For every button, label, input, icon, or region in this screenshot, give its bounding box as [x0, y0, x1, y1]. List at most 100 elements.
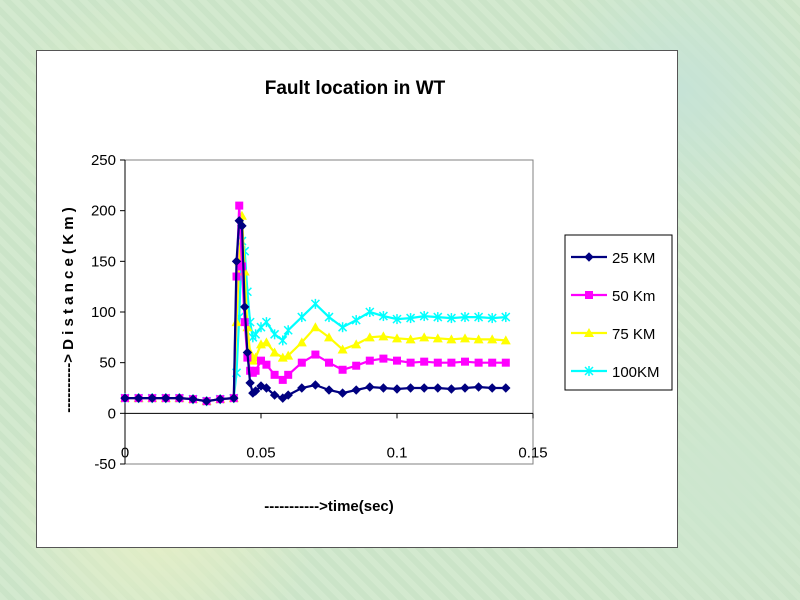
data-point-25-km — [337, 388, 348, 398]
y-tick-label: 100 — [91, 304, 116, 321]
data-point-25-km — [419, 383, 429, 393]
data-point-50-km — [501, 358, 510, 367]
x-tick-label: 0.1 — [387, 444, 408, 461]
data-point-75-km — [261, 337, 272, 347]
data-point-25-km — [365, 382, 375, 392]
data-point-100km — [338, 322, 348, 333]
data-point-50-km — [474, 358, 483, 367]
data-point-100km — [460, 312, 470, 323]
data-point-100km — [446, 313, 456, 324]
data-point-25-km — [250, 386, 261, 396]
line-chart: Fault location in WT 250200150100500-50 … — [60, 78, 673, 515]
data-point-25-km — [120, 393, 130, 403]
data-point-50-km — [461, 357, 469, 366]
y-tick-label: 50 — [99, 355, 116, 372]
data-point-25-km — [392, 384, 402, 394]
legend-item-50-km: 50 Km — [571, 288, 655, 305]
x-tick-label: 0.15 — [518, 444, 547, 461]
legend-marker — [584, 252, 594, 262]
data-point-25-km — [351, 385, 361, 395]
y-tick-label: 150 — [91, 253, 116, 270]
data-point-100km — [351, 315, 361, 326]
data-point-25-km — [174, 393, 185, 403]
data-point-100km — [501, 312, 511, 323]
data-point-25-km — [133, 393, 144, 403]
legend-label: 25 KM — [612, 250, 655, 267]
data-point-50-km — [235, 201, 244, 210]
data-point-100km — [406, 313, 416, 324]
data-point-25-km — [188, 394, 198, 404]
data-point-100km — [474, 312, 484, 323]
data-point-25-km — [405, 383, 416, 393]
data-point-75-km — [378, 331, 389, 341]
data-point-25-km — [237, 221, 247, 231]
x-tick-label: 0.05 — [246, 444, 275, 461]
data-point-25-km — [229, 393, 239, 403]
data-point-25-km — [147, 393, 157, 403]
legend-label: 75 KM — [612, 326, 655, 343]
legend-item-25-km: 25 KM — [571, 250, 655, 267]
data-point-50-km — [325, 358, 333, 367]
data-point-100km — [270, 329, 280, 340]
y-tick-label: 0 — [108, 405, 116, 422]
data-point-50-km — [311, 350, 320, 359]
data-point-100km — [365, 307, 375, 317]
series-25-km — [120, 216, 511, 406]
data-point-25-km — [487, 383, 497, 393]
data-point-50-km — [270, 370, 279, 379]
data-point-75-km — [283, 350, 294, 360]
data-point-75-km — [419, 332, 430, 342]
data-point-50-km — [406, 358, 415, 367]
data-point-100km — [297, 312, 307, 323]
data-point-50-km — [433, 358, 442, 367]
data-point-50-km — [262, 360, 271, 369]
data-point-25-km — [378, 383, 389, 393]
data-point-50-km — [297, 358, 306, 367]
data-point-25-km — [215, 394, 225, 404]
y-tick-label: 200 — [91, 203, 116, 220]
data-point-75-km — [296, 337, 307, 347]
data-point-100km — [419, 311, 429, 322]
data-point-75-km — [473, 334, 484, 344]
data-point-75-km — [392, 333, 402, 343]
data-point-100km — [324, 312, 334, 323]
legend-item-75-km: 75 KM — [571, 326, 655, 343]
data-point-25-km — [245, 378, 255, 388]
data-point-100km — [278, 335, 288, 346]
legend-box — [564, 234, 673, 391]
chart-frame: Fault location in WT 250 200 150 100 50 0 -50 … — [36, 50, 678, 548]
data-point-75-km — [351, 339, 362, 349]
data-point-100km — [251, 329, 261, 340]
data-point-25-km — [269, 390, 280, 400]
data-point-25-km — [324, 385, 334, 395]
data-point-50-km — [393, 356, 401, 365]
chart-title: Fault location in WT — [265, 78, 446, 99]
data-point-25-km — [201, 396, 212, 406]
data-point-25-km — [446, 384, 457, 394]
data-point-75-km — [310, 322, 321, 332]
legend-marker — [584, 328, 594, 337]
data-point-75-km — [432, 333, 443, 343]
data-point-100km — [433, 312, 443, 323]
legend-label: 50 Km — [612, 288, 655, 305]
data-point-25-km — [460, 383, 470, 393]
y-tick-label: -50 — [94, 456, 116, 473]
data-point-50-km — [420, 357, 429, 366]
data-point-75-km — [269, 347, 280, 357]
data-point-75-km — [500, 335, 511, 345]
x-tick-label: 0 — [121, 444, 129, 461]
data-point-75-km — [460, 333, 470, 343]
data-point-25-km — [433, 383, 443, 393]
data-point-100km — [310, 298, 320, 309]
data-point-75-km — [324, 332, 334, 342]
data-point-50-km — [284, 370, 293, 379]
data-point-75-km — [337, 344, 348, 354]
data-point-50-km — [237, 262, 246, 271]
data-point-50-km — [488, 358, 497, 367]
data-point-25-km — [297, 383, 307, 393]
data-point-100km — [261, 317, 271, 328]
data-point-75-km — [364, 332, 375, 342]
data-point-25-km — [242, 347, 253, 358]
data-point-25-km — [261, 383, 272, 393]
